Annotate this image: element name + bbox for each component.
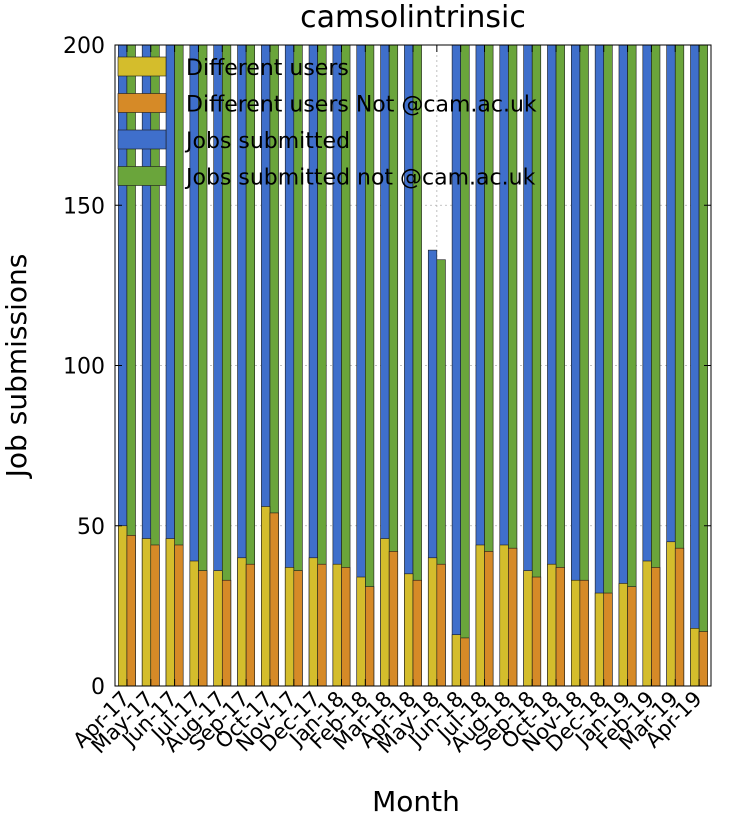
legend-swatch — [117, 129, 167, 150]
bar-different-users — [332, 563, 342, 687]
bar-different-users-not-cam — [317, 563, 327, 687]
users-bars — [118, 506, 708, 687]
legend-swatch — [117, 93, 167, 113]
bar-different-users — [475, 544, 485, 687]
bar-different-users — [237, 557, 247, 687]
y-tick-label: 100 — [63, 355, 105, 380]
bar-jobs-submitted — [451, 44, 461, 687]
bar-different-users — [118, 525, 128, 687]
y-tick-label: 0 — [91, 675, 105, 700]
bar-different-users — [523, 570, 533, 687]
bar-different-users-not-cam — [221, 579, 232, 687]
bar-different-users — [165, 538, 175, 687]
bar-different-users — [547, 563, 557, 687]
bar-different-users-not-cam — [579, 579, 589, 687]
bar-different-users-not-cam — [651, 567, 661, 687]
legend-label: Jobs submitted — [184, 129, 350, 154]
bar-different-users — [499, 544, 509, 687]
bar-jobs-submitted — [594, 44, 605, 687]
bar-different-users-not-cam — [198, 570, 208, 687]
legend-label: Different users — [186, 56, 349, 81]
legend-label: Jobs submitted not @cam.ac.uk — [184, 166, 536, 191]
y-axis-label: Job submissions — [0, 254, 33, 480]
bar-different-users-not-cam — [365, 586, 375, 687]
jobs-bars — [118, 44, 708, 687]
bar-different-users-not-cam — [555, 567, 565, 687]
y-tick-label: 150 — [63, 194, 105, 219]
bar-different-users — [356, 576, 366, 687]
legend-swatch — [117, 166, 167, 186]
legend-swatch — [117, 56, 167, 77]
legend-label: Different users Not @cam.ac.uk — [186, 93, 537, 118]
bar-different-users — [690, 628, 700, 687]
bar-different-users — [261, 506, 271, 687]
bar-different-users — [427, 557, 438, 687]
bar-different-users-not-cam — [388, 551, 399, 687]
bar-different-users-not-cam — [436, 563, 446, 687]
bar-different-users — [618, 583, 628, 687]
bar-different-users-not-cam — [245, 563, 256, 687]
x-axis-label: Month — [372, 785, 460, 817]
bar-different-users-not-cam — [412, 579, 422, 687]
bar-different-users — [451, 634, 461, 687]
bar-different-users — [594, 592, 605, 687]
bar-different-users-not-cam — [293, 570, 303, 687]
bar-different-users-not-cam — [269, 512, 279, 687]
y-tick-label: 200 — [63, 34, 105, 59]
chart-title: camsolintrinsic — [300, 0, 526, 35]
bar-different-users — [380, 538, 390, 687]
bar-different-users — [570, 579, 581, 687]
bar-jobs-submitted-not-cam — [460, 44, 470, 687]
bar-different-users-not-cam — [484, 551, 494, 687]
bar-different-users — [213, 570, 223, 687]
legend: Different users Different users Not @cam.… — [117, 56, 537, 191]
bar-different-users-not-cam — [698, 631, 708, 687]
bar-different-users — [666, 541, 676, 687]
bar-jobs-submitted-not-cam — [603, 44, 613, 687]
bar-different-users-not-cam — [603, 592, 613, 687]
bar-different-users-not-cam — [508, 547, 518, 687]
bar-different-users-not-cam — [174, 544, 184, 687]
bar-different-users — [284, 567, 295, 687]
bar-different-users-not-cam — [674, 547, 685, 687]
bar-different-users-not-cam — [460, 637, 470, 687]
y-tick-label: 50 — [77, 515, 105, 540]
bar-different-users — [189, 560, 199, 687]
bar-different-users-not-cam — [126, 535, 136, 687]
bar-different-users-not-cam — [531, 576, 542, 687]
bar-different-users-not-cam — [150, 544, 160, 687]
bar-different-users — [141, 538, 152, 687]
bar-different-users — [308, 557, 318, 687]
bar-different-users — [404, 573, 414, 687]
bar-jobs-submitted — [690, 44, 700, 687]
bar-different-users — [642, 560, 652, 687]
bar-different-users-not-cam — [341, 567, 351, 687]
bar-different-users-not-cam — [627, 586, 637, 687]
